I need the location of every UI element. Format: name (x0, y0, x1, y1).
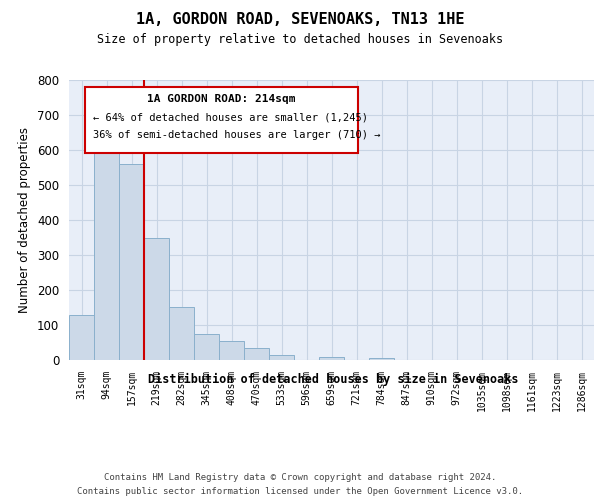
Text: ← 64% of detached houses are smaller (1,245): ← 64% of detached houses are smaller (1,… (92, 112, 368, 122)
Text: 36% of semi-detached houses are larger (710) →: 36% of semi-detached houses are larger (… (92, 130, 380, 140)
Bar (119, 164, 144, 360)
Bar (269, 356, 294, 360)
Text: Distribution of detached houses by size in Sevenoaks: Distribution of detached houses by size … (148, 372, 518, 386)
Bar (219, 341, 244, 360)
Text: 1A GORDON ROAD: 214sqm: 1A GORDON ROAD: 214sqm (147, 94, 296, 104)
Bar (94, 150, 119, 360)
Bar (369, 358, 394, 360)
Text: Contains public sector information licensed under the Open Government Licence v3: Contains public sector information licen… (77, 488, 523, 496)
Bar (319, 356, 344, 360)
Bar (194, 334, 219, 360)
Bar (69, 315, 94, 360)
Bar (144, 238, 169, 360)
Y-axis label: Number of detached properties: Number of detached properties (19, 127, 31, 313)
Text: 1A, GORDON ROAD, SEVENOAKS, TN13 1HE: 1A, GORDON ROAD, SEVENOAKS, TN13 1HE (136, 12, 464, 28)
FancyBboxPatch shape (85, 87, 358, 153)
Bar (244, 348, 269, 360)
Text: Contains HM Land Registry data © Crown copyright and database right 2024.: Contains HM Land Registry data © Crown c… (104, 472, 496, 482)
Text: Size of property relative to detached houses in Sevenoaks: Size of property relative to detached ho… (97, 32, 503, 46)
Bar (169, 307, 194, 360)
